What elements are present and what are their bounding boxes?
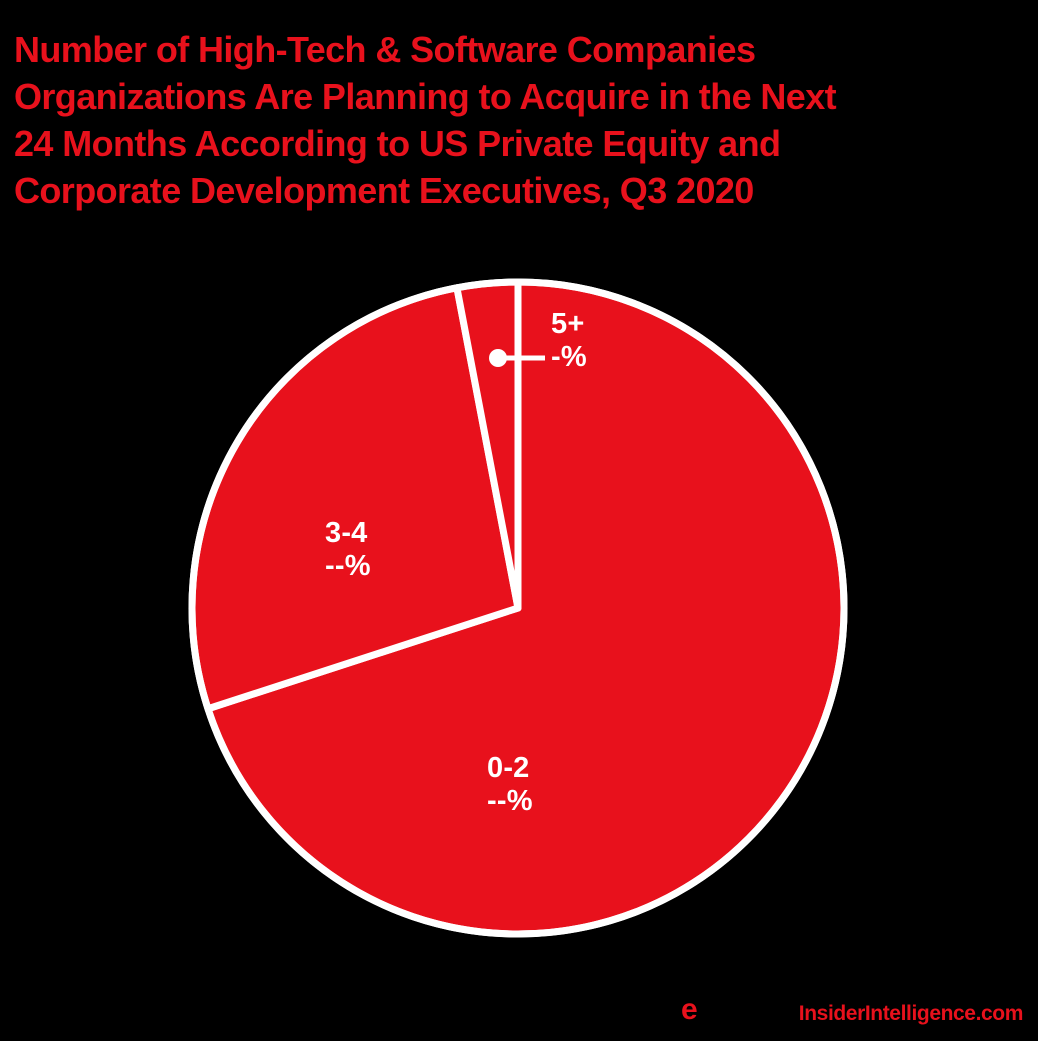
- pie-callout-dot: [489, 349, 507, 367]
- pie-slice-label-3-4: 3-4 --%: [325, 517, 371, 583]
- chart-title-line-1: Number of High-Tech & Software Companies: [14, 29, 756, 70]
- chart-title-line-3: 24 Months According to US Private Equity…: [14, 123, 781, 164]
- slice-category: 3-4: [325, 517, 368, 549]
- slice-category: 0-2: [487, 752, 530, 784]
- emarketer-logo-e: e: [681, 993, 698, 1026]
- chart-title: Number of High-Tech & Software Companies…: [14, 26, 1024, 214]
- pie-slice-label-5-plus: 5+ -%: [551, 308, 587, 374]
- chart-title-line-4: Corporate Development Executives, Q3 202…: [14, 170, 754, 211]
- pie-slice-label-0-2: 0-2 --%: [487, 752, 533, 818]
- slice-value: -%: [551, 341, 587, 373]
- slice-value: --%: [487, 785, 533, 817]
- insider-intelligence-url[interactable]: InsiderIntelligence.com: [798, 1002, 1024, 1025]
- slice-value: --%: [325, 550, 371, 582]
- pie-overlay: [188, 278, 848, 938]
- pie-outer-ring: [188, 278, 848, 938]
- chart-title-line-2: Organizations Are Planning to Acquire in…: [14, 76, 837, 117]
- slice-category: 5+: [551, 308, 585, 340]
